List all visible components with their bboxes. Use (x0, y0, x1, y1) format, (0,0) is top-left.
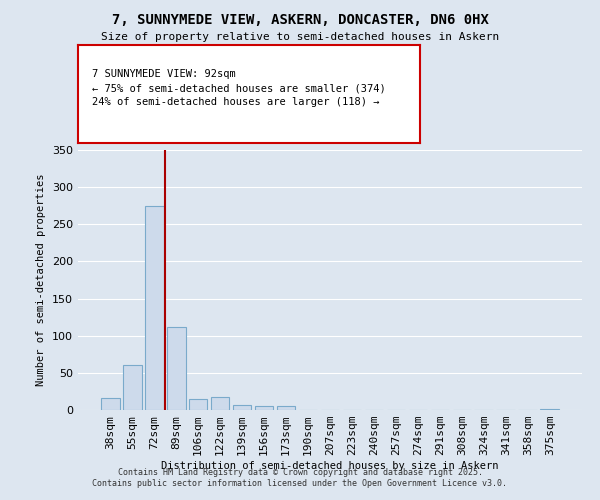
Y-axis label: Number of semi-detached properties: Number of semi-detached properties (37, 174, 46, 386)
Bar (101, 398, 119, 410)
Bar (211, 396, 229, 410)
Text: Contains HM Land Registry data © Crown copyright and database right 2025.
Contai: Contains HM Land Registry data © Crown c… (92, 468, 508, 487)
Bar (145, 206, 164, 410)
X-axis label: Distribution of semi-detached houses by size in Askern: Distribution of semi-detached houses by … (161, 461, 499, 471)
Bar (189, 399, 208, 410)
Bar (233, 405, 251, 410)
Bar (123, 364, 142, 410)
Bar (167, 327, 185, 410)
Bar (277, 406, 295, 410)
Bar (541, 408, 559, 410)
Text: 7 SUNNYMEDE VIEW: 92sqm
← 75% of semi-detached houses are smaller (374)
24% of s: 7 SUNNYMEDE VIEW: 92sqm ← 75% of semi-de… (92, 70, 385, 108)
Text: Size of property relative to semi-detached houses in Askern: Size of property relative to semi-detach… (101, 32, 499, 42)
Text: 7, SUNNYMEDE VIEW, ASKERN, DONCASTER, DN6 0HX: 7, SUNNYMEDE VIEW, ASKERN, DONCASTER, DN… (112, 12, 488, 26)
Bar (255, 406, 274, 410)
